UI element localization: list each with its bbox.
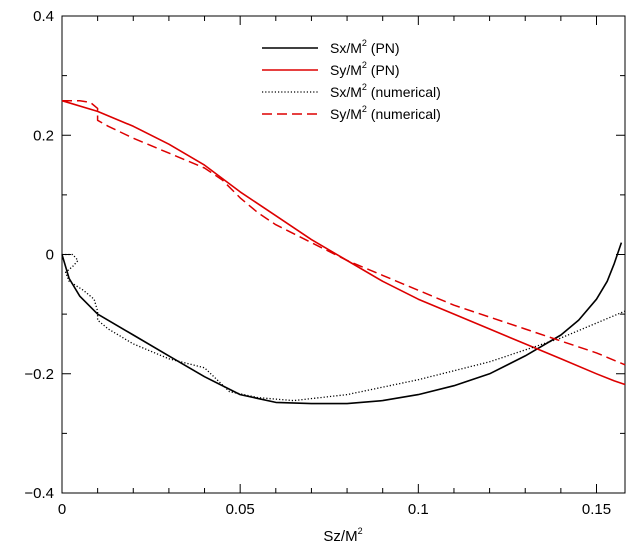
y-tick-label: 0.4	[33, 8, 54, 25]
axis-ticks	[61, 15, 625, 494]
series-line-2	[61, 99, 626, 386]
y-tick-label: −0.2	[24, 366, 54, 383]
y-tick-label: 0	[46, 247, 54, 264]
x-tick-label: 0	[58, 501, 66, 518]
x-axis-label-sup: 2	[358, 526, 363, 536]
legend-label-2: Sy/M2 (PN)	[330, 60, 400, 78]
series-line-1	[61, 242, 623, 405]
x-axis-label-base: Sz/M	[323, 528, 357, 545]
x-tick-label: 0.15	[582, 501, 611, 518]
y-tick-label: 0.2	[33, 127, 54, 144]
legend-label-4: Sy/M2 (numerical)	[330, 104, 441, 122]
legend: Sx/M2 (PN) Sy/M2 (PN) Sx/M2 (numerical) Sy/…	[262, 38, 441, 122]
legend-label-3: Sx/M2 (numerical)	[330, 82, 441, 100]
x-tick-label: 0.05	[226, 501, 255, 518]
legend-label-1: Sx/M2 (PN)	[330, 38, 400, 56]
x-tick-label: 0.1	[408, 501, 429, 518]
x-axis-label: Sz/M2	[323, 526, 362, 545]
axis-tick-labels: 0 0.05 0.1 0.15 −0.4 −0.2 0 0.2 0.4	[24, 8, 611, 518]
y-tick-label: −0.4	[24, 485, 54, 502]
series-lines	[61, 99, 626, 405]
series-line-3	[62, 253, 626, 402]
series-line-4	[62, 99, 626, 366]
